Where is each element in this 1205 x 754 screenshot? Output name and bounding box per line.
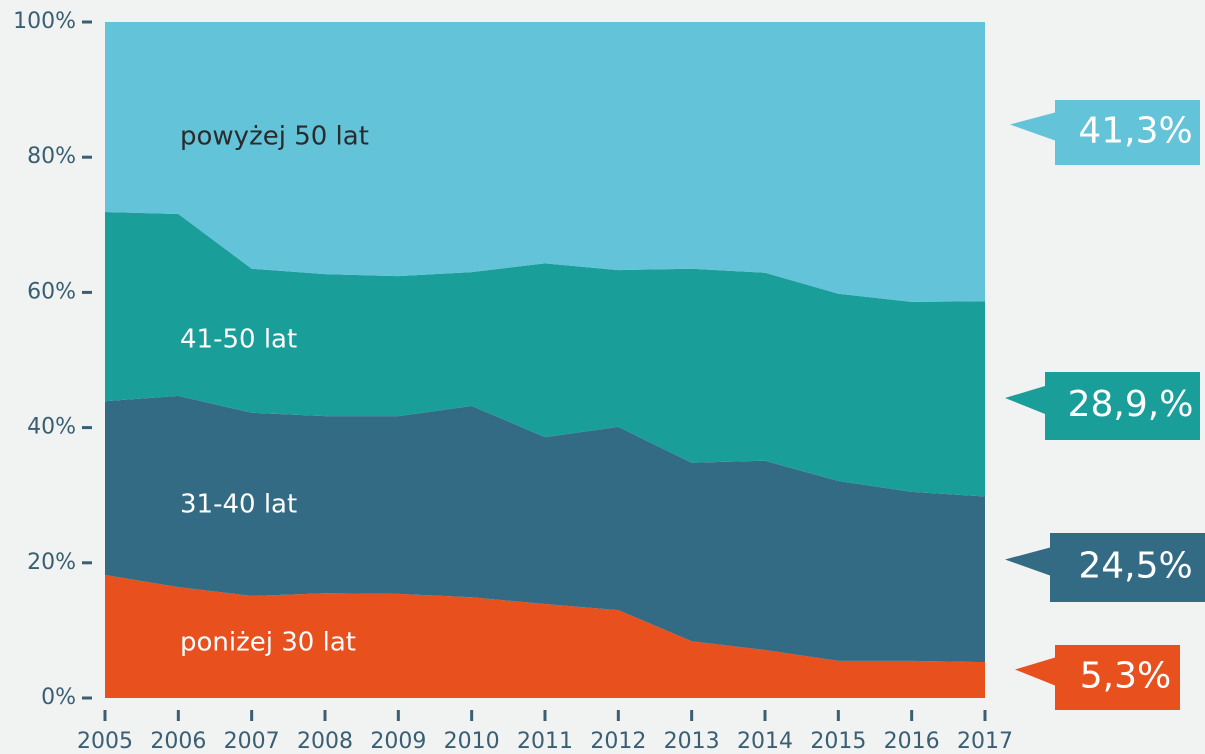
x-tick-label: 2008 bbox=[297, 729, 353, 754]
y-tick-label: 20% bbox=[27, 550, 76, 575]
y-tick-label: 100% bbox=[13, 9, 76, 34]
x-tick-label: 2011 bbox=[517, 729, 573, 754]
value-label: 41,3% bbox=[1078, 111, 1192, 152]
callout-box bbox=[1010, 100, 1200, 165]
callout-box bbox=[1015, 645, 1180, 710]
series-label: poniżej 30 lat bbox=[180, 628, 356, 658]
value-label: 5,3% bbox=[1080, 656, 1171, 697]
x-tick-label: 2013 bbox=[664, 729, 720, 754]
value-label: 24,5% bbox=[1078, 546, 1192, 587]
callout-box bbox=[1005, 372, 1200, 440]
series-label: powyżej 50 lat bbox=[180, 122, 369, 152]
x-tick-label: 2006 bbox=[150, 729, 206, 754]
series-label: 31-40 lat bbox=[180, 490, 297, 520]
y-tick-label: 0% bbox=[41, 685, 76, 710]
x-tick-label: 2010 bbox=[444, 729, 500, 754]
x-tick-label: 2014 bbox=[737, 729, 793, 754]
y-tick-label: 80% bbox=[27, 144, 76, 169]
area bbox=[105, 22, 985, 302]
area bbox=[105, 574, 985, 698]
x-tick-label: 2007 bbox=[224, 729, 280, 754]
x-tick-label: 2012 bbox=[590, 729, 646, 754]
value-label: 28,9,% bbox=[1068, 384, 1194, 425]
series-label: 41-50 lat bbox=[180, 325, 297, 355]
y-tick-label: 40% bbox=[27, 415, 76, 440]
area bbox=[105, 211, 985, 497]
x-tick-label: 2009 bbox=[370, 729, 426, 754]
x-tick-label: 2005 bbox=[77, 729, 133, 754]
x-tick-label: 2017 bbox=[957, 729, 1013, 754]
y-tick-label: 60% bbox=[27, 279, 76, 304]
callout-box bbox=[1005, 533, 1205, 602]
x-tick-label: 2016 bbox=[884, 729, 940, 754]
area bbox=[105, 395, 985, 663]
x-tick-label: 2015 bbox=[810, 729, 866, 754]
